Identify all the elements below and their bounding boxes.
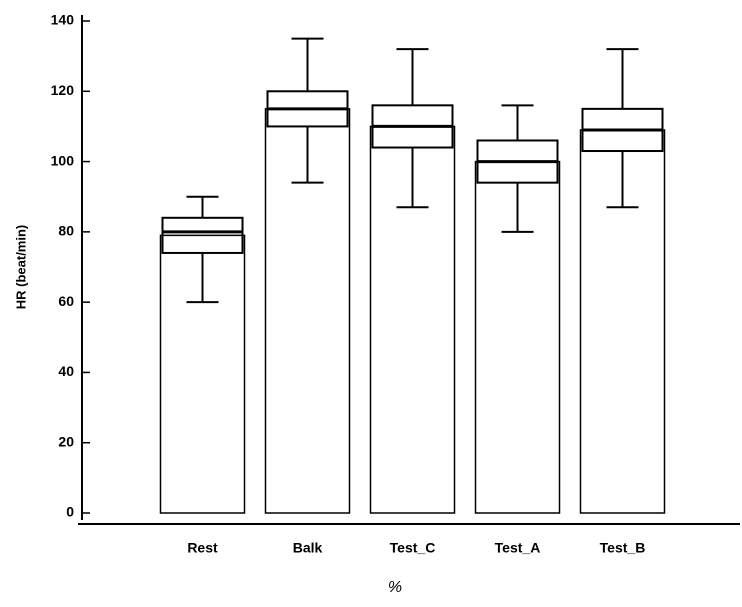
x-tick-label: Test_C (390, 540, 436, 556)
y-tick-label: 60 (58, 293, 74, 309)
x-axis-label: % (388, 579, 402, 596)
y-tick-label: 80 (58, 223, 74, 239)
y-tick-label: 140 (51, 12, 75, 28)
y-tick-label: 0 (66, 504, 74, 520)
x-tick-label: Rest (187, 540, 218, 556)
y-tick-label: 120 (51, 82, 75, 98)
box (161, 216, 244, 254)
y-tick-label: 40 (58, 363, 74, 379)
y-tick-label: 100 (51, 152, 75, 168)
x-tick-label: Balk (293, 540, 323, 556)
y-axis-label: HR (beat/min) (13, 225, 28, 310)
x-tick-label: Test_B (600, 540, 646, 556)
x-tick-label: Test_A (495, 540, 541, 556)
y-tick-label: 20 (58, 433, 74, 449)
